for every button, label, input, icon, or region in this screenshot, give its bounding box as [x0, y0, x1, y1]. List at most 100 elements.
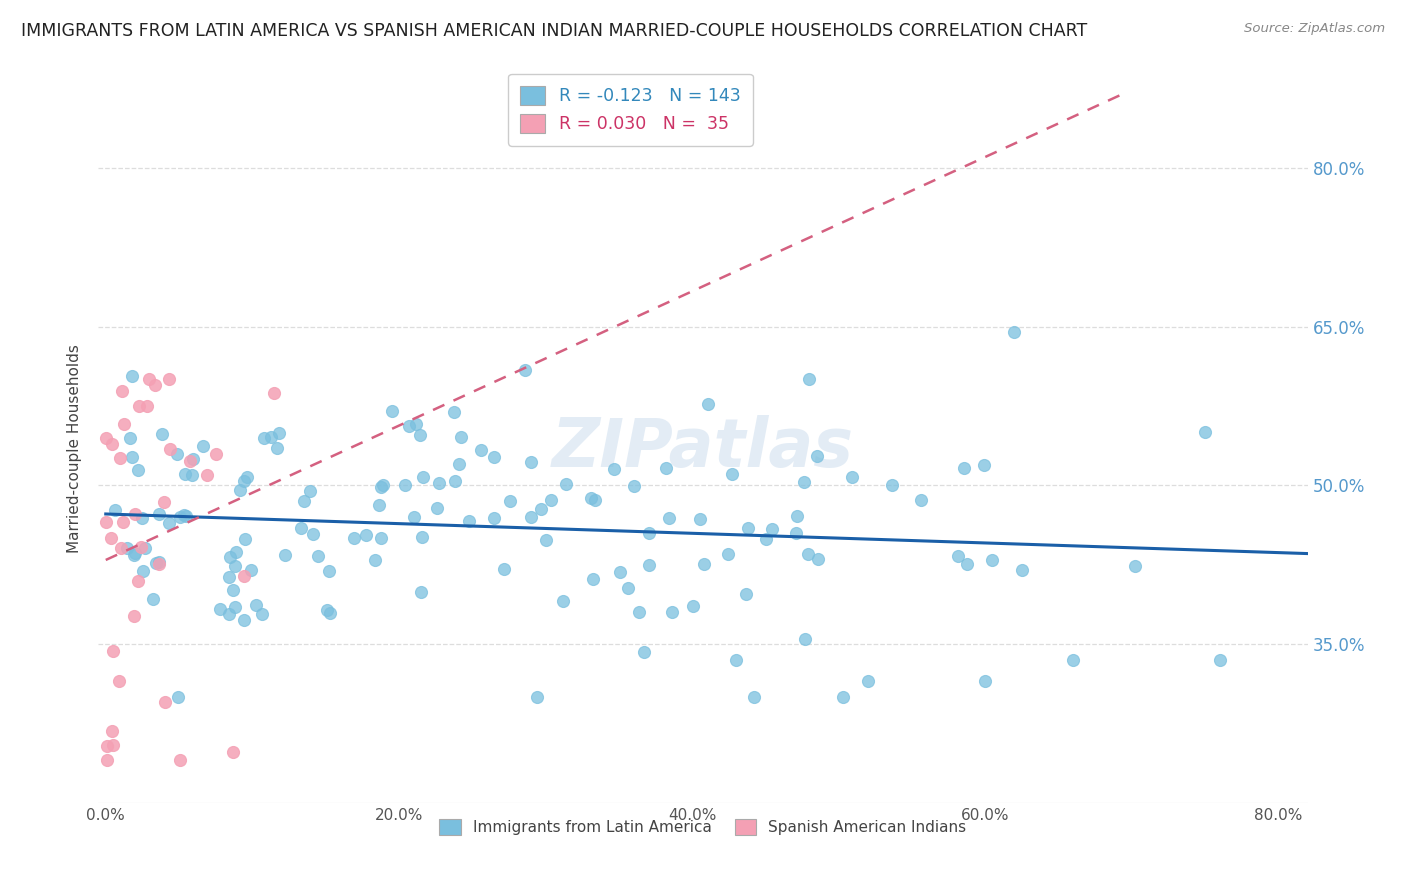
Point — [449, 457, 471, 471]
Point — [974, 674, 997, 689]
Point — [94, 515, 117, 529]
Point — [761, 522, 783, 536]
Point — [526, 690, 548, 704]
Point — [148, 557, 170, 571]
Point — [343, 531, 366, 545]
Point — [166, 690, 188, 704]
Point — [153, 695, 176, 709]
Point — [981, 553, 1004, 567]
Point — [470, 442, 492, 457]
Point — [737, 521, 759, 535]
Point — [127, 574, 149, 589]
Point — [157, 516, 180, 530]
Point — [404, 509, 426, 524]
Point — [693, 558, 716, 572]
Point — [122, 549, 145, 563]
Point — [110, 450, 132, 465]
Point — [233, 474, 256, 488]
Point — [724, 653, 747, 667]
Point — [143, 378, 166, 392]
Legend: Immigrants from Latin America, Spanish American Indians: Immigrants from Latin America, Spanish A… — [433, 813, 973, 841]
Point — [134, 541, 156, 556]
Point — [183, 451, 205, 466]
Point — [96, 431, 118, 445]
Point — [292, 494, 315, 508]
Point — [229, 483, 252, 497]
Point — [370, 531, 392, 545]
Point — [381, 403, 404, 417]
Point — [603, 461, 626, 475]
Point — [209, 602, 232, 616]
Point — [411, 585, 433, 599]
Point — [370, 480, 392, 494]
Point — [458, 514, 481, 528]
Point — [609, 565, 631, 579]
Point — [581, 491, 603, 505]
Point — [221, 582, 243, 597]
Point — [122, 609, 145, 624]
Point — [910, 493, 932, 508]
Point — [682, 599, 704, 614]
Point — [104, 502, 127, 516]
Point — [195, 467, 218, 482]
Point — [218, 550, 240, 565]
Point — [484, 511, 506, 525]
Point — [540, 493, 562, 508]
Point — [233, 532, 256, 546]
Point — [131, 511, 153, 525]
Point — [224, 599, 246, 614]
Point — [405, 417, 427, 432]
Point — [638, 558, 661, 572]
Point — [233, 569, 256, 583]
Point — [127, 463, 149, 477]
Point — [235, 470, 257, 484]
Point — [240, 564, 263, 578]
Point — [148, 555, 170, 569]
Point — [115, 541, 138, 555]
Point — [150, 426, 173, 441]
Point — [856, 674, 879, 689]
Point — [218, 607, 240, 621]
Point — [302, 526, 325, 541]
Point — [225, 545, 247, 559]
Point — [269, 426, 291, 441]
Point — [832, 690, 855, 704]
Point — [179, 454, 201, 468]
Point — [880, 478, 903, 492]
Point — [806, 449, 828, 463]
Point — [356, 528, 378, 542]
Point — [689, 512, 711, 526]
Point — [103, 644, 125, 658]
Point — [100, 532, 122, 546]
Point — [108, 674, 131, 689]
Point — [948, 549, 970, 564]
Point — [135, 399, 157, 413]
Point — [638, 525, 661, 540]
Point — [101, 437, 124, 451]
Point — [530, 502, 553, 516]
Point — [520, 510, 543, 524]
Point — [1123, 558, 1146, 573]
Text: Source: ZipAtlas.com: Source: ZipAtlas.com — [1244, 22, 1385, 36]
Y-axis label: Married-couple Households: Married-couple Households — [67, 343, 83, 553]
Point — [159, 442, 181, 457]
Point — [807, 551, 830, 566]
Point — [253, 431, 276, 445]
Point — [955, 557, 977, 571]
Point — [121, 450, 143, 464]
Point — [96, 754, 118, 768]
Point — [427, 475, 450, 490]
Point — [553, 594, 575, 608]
Point — [307, 549, 329, 563]
Point — [129, 540, 152, 554]
Point — [841, 469, 863, 483]
Point — [318, 564, 340, 578]
Point — [785, 526, 807, 541]
Point — [319, 606, 342, 620]
Point — [274, 548, 297, 562]
Point — [742, 690, 765, 704]
Point — [633, 644, 655, 658]
Point — [755, 532, 778, 546]
Point — [515, 363, 537, 377]
Point — [157, 372, 180, 386]
